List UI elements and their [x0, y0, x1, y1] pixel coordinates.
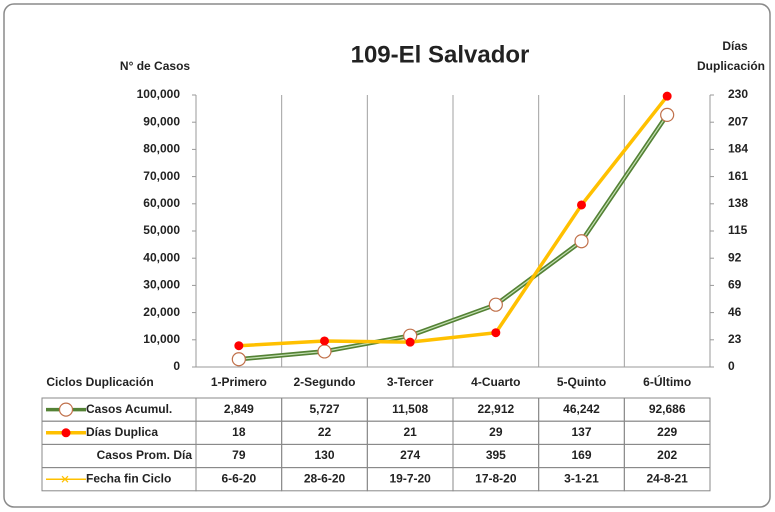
table-value: 19-7-20 [389, 471, 431, 485]
table-value: 274 [400, 448, 420, 462]
y2-tick-label: 92 [728, 250, 742, 264]
table-value: 3-1-21 [564, 471, 599, 485]
x-tick-label: 2-Segundo [294, 375, 356, 389]
data-point [488, 297, 503, 312]
table-value: 6-6-20 [221, 471, 256, 485]
legend-label: Días Duplica [86, 425, 158, 439]
data-point [405, 337, 415, 347]
table-value: 24-8-21 [646, 471, 688, 485]
y-tick-label: 0 [173, 359, 180, 373]
x-tick-label: 4-Cuarto [471, 375, 520, 389]
y-tick-label: 30,000 [143, 278, 180, 292]
table-value: 137 [571, 425, 591, 439]
y-tick-label: 70,000 [143, 169, 180, 183]
y-tick-label: 90,000 [143, 114, 180, 128]
legend-marker [58, 402, 74, 417]
y-tick-label: 10,000 [143, 332, 180, 346]
y2-tick-label: 230 [728, 87, 748, 101]
y2-tick-label: 207 [728, 114, 748, 128]
y2-axis-label: Duplicación [697, 59, 765, 73]
y-tick-label: 20,000 [143, 305, 180, 319]
y2-tick-label: 115 [728, 223, 748, 237]
data-point [660, 107, 675, 122]
table-value: 46,242 [563, 402, 600, 416]
table-value: 21 [403, 425, 417, 439]
y2-tick-label: 184 [728, 142, 748, 156]
table-value: 169 [571, 448, 591, 462]
y-tick-label: 80,000 [143, 142, 180, 156]
table-value: 22,912 [477, 402, 514, 416]
y-tick-label: 40,000 [143, 250, 180, 264]
x-tick-label: 1-Primero [211, 375, 267, 389]
y2-tick-label: 46 [728, 305, 742, 319]
legend-label: Fecha fin Ciclo [86, 471, 171, 485]
data-point [662, 91, 672, 101]
y2-tick-label: 69 [728, 278, 742, 292]
data-point [234, 341, 244, 351]
y-tick-label: 50,000 [143, 223, 180, 237]
legend-marker [61, 428, 71, 438]
table-value: 28-6-20 [304, 471, 346, 485]
y-axis-label: N° de Casos [120, 59, 190, 73]
x-tick-label: 3-Tercer [387, 375, 434, 389]
table-value: 11,508 [392, 402, 428, 416]
table-value: 29 [489, 425, 503, 439]
data-point [231, 352, 246, 367]
x-tick-label: 5-Quinto [557, 375, 606, 389]
chart-title: 109-El Salvador [351, 41, 530, 68]
data-point [320, 336, 329, 346]
data-point [574, 234, 589, 249]
table-title: Ciclos Duplicación [46, 375, 153, 389]
table-value: 17-8-20 [475, 471, 517, 485]
data-point [491, 328, 501, 338]
table-value: 22 [318, 425, 332, 439]
y-tick-label: 100,000 [137, 87, 181, 101]
table-value: 18 [232, 425, 246, 439]
table-value: 202 [657, 448, 677, 462]
legend-label: Casos Acumul. [86, 402, 172, 416]
data-point [577, 200, 586, 210]
table-value: 395 [486, 448, 506, 462]
table-value: 130 [314, 448, 334, 462]
series-line-inner [238, 114, 668, 360]
table-value: 2,849 [224, 402, 254, 416]
legend-label: Casos Prom. Día [97, 448, 193, 462]
data-point [317, 344, 332, 359]
table-value: 92,686 [649, 402, 686, 416]
y-tick-label: 60,000 [143, 196, 180, 210]
table-value: 5,727 [309, 402, 339, 416]
table-cell [623, 467, 711, 492]
x-tick-label: 6-Último [643, 374, 691, 389]
y2-tick-label: 0 [728, 359, 735, 373]
y2-tick-label: 23 [728, 332, 742, 346]
y2-tick-label: 161 [728, 169, 748, 183]
legend-marker [61, 475, 69, 483]
y2-tick-label: 138 [728, 196, 748, 210]
series-line [238, 95, 669, 348]
y2-axis-label: Días [722, 39, 748, 53]
table-value: 79 [232, 448, 246, 462]
table-value: 229 [657, 425, 677, 439]
